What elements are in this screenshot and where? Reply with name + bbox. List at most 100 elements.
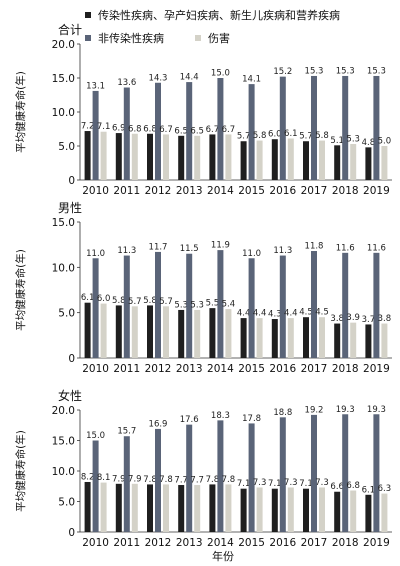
data-label-female-communicable-2018: 6.6 [330, 482, 344, 492]
legend-swatch-communicable [85, 12, 91, 18]
x-tick-label-male-2019: 2019 [363, 363, 390, 375]
x-tick-label-total-2010: 2010 [82, 185, 109, 197]
data-label-total-noncommunicable-2017: 15.3 [305, 66, 324, 76]
legend-swatch-noncommunicable [85, 35, 91, 41]
data-label-male-noncommunicable-2012: 11.7 [149, 242, 168, 252]
data-label-male-communicable-2014: 5.5 [206, 299, 220, 309]
bar-total-communicable-2012 [147, 133, 153, 180]
data-label-female-communicable-2014: 7.8 [206, 475, 220, 485]
bar-female-communicable-2015 [240, 488, 247, 532]
data-label-male-noncommunicable-2019: 11.6 [367, 243, 386, 253]
data-label-total-noncommunicable-2010: 13.1 [86, 81, 105, 91]
data-label-total-noncommunicable-2015: 14.1 [242, 75, 261, 85]
data-label-male-injury-2016: 4.4 [284, 309, 298, 319]
data-label-male-noncommunicable-2011: 11.3 [117, 246, 136, 256]
bar-female-communicable-2016 [271, 488, 278, 532]
data-label-male-injury-2019: 3.8 [378, 314, 392, 324]
data-label-female-communicable-2012: 7.8 [143, 475, 157, 485]
data-label-male-communicable-2011: 5.8 [112, 296, 126, 306]
x-tick-label-female-2012: 2012 [145, 537, 172, 549]
bar-female-communicable-2018 [334, 491, 341, 532]
bar-female-injury-2013 [194, 485, 201, 532]
y-tick-label-female-3: 15.0 [52, 436, 75, 448]
bar-total-injury-2017 [319, 140, 325, 180]
y-tick-label-male-1: 5.0 [58, 308, 75, 320]
y-tick-label-total-2: 10.0 [52, 107, 75, 119]
bar-female-noncommunicable-2013 [186, 424, 193, 532]
bar-total-injury-2012 [163, 134, 169, 180]
bar-female-noncommunicable-2015 [248, 423, 255, 532]
data-label-female-noncommunicable-2011: 15.7 [117, 427, 136, 437]
y-axis-label-total: 平均健康寿命(年) [14, 71, 27, 153]
data-label-female-noncommunicable-2014: 18.3 [211, 411, 230, 421]
data-label-female-injury-2019: 6.3 [378, 484, 392, 494]
legend-label-injury: 伤害 [208, 31, 230, 45]
bar-male-communicable-2015 [240, 318, 247, 358]
data-label-male-communicable-2018: 3.8 [330, 314, 344, 324]
data-label-male-communicable-2012: 5.8 [143, 296, 157, 306]
bar-female-injury-2018 [350, 490, 357, 532]
x-tick-label-male-2018: 2018 [332, 363, 359, 375]
data-label-total-communicable-2017: 5.7 [299, 132, 313, 142]
bar-total-injury-2014 [225, 134, 232, 180]
data-label-female-noncommunicable-2017: 19.2 [305, 405, 324, 415]
panel-title-female: 女性 [58, 388, 82, 403]
data-label-total-noncommunicable-2016: 15.2 [273, 67, 292, 77]
data-label-male-injury-2010: 6.0 [97, 294, 111, 304]
data-label-female-communicable-2011: 7.9 [112, 474, 126, 484]
bar-male-injury-2011 [131, 306, 138, 358]
y-tick-label-female-4: 20.0 [52, 405, 75, 417]
x-tick-label-male-2015: 2015 [238, 363, 265, 375]
data-label-female-communicable-2016: 7.1 [268, 479, 282, 489]
data-label-male-injury-2011: 5.7 [128, 297, 142, 307]
data-label-male-communicable-2019: 3.7 [362, 315, 376, 325]
bar-male-injury-2013 [194, 309, 201, 358]
data-label-female-injury-2013: 7.7 [190, 476, 204, 486]
bar-male-communicable-2010 [84, 302, 91, 358]
bar-male-noncommunicable-2016 [279, 255, 286, 358]
bar-female-injury-2017 [319, 487, 325, 532]
legend-label-communicable: 传染性疾病、孕产妇疾病、新生儿疾病和营养疾病 [98, 8, 340, 22]
bar-male-communicable-2013 [178, 309, 185, 358]
bar-male-injury-2014 [225, 309, 232, 358]
data-label-male-noncommunicable-2015: 11.0 [242, 249, 261, 259]
bar-male-injury-2012 [163, 306, 169, 358]
data-label-total-injury-2015: 5.8 [253, 131, 267, 141]
x-tick-label-female-2017: 2017 [301, 537, 328, 549]
y-tick-label-total-1: 5.0 [58, 141, 75, 153]
bar-male-noncommunicable-2013 [186, 253, 193, 358]
bar-female-communicable-2019 [365, 494, 372, 532]
x-tick-label-male-2012: 2012 [145, 363, 172, 375]
x-tick-label-male-2016: 2016 [269, 363, 296, 375]
data-label-male-communicable-2017: 4.5 [299, 308, 313, 318]
bar-total-noncommunicable-2016 [279, 76, 286, 180]
bar-total-communicable-2010 [84, 131, 91, 180]
bar-male-injury-2010 [100, 303, 107, 358]
data-label-male-communicable-2013: 5.3 [174, 300, 188, 310]
data-label-total-noncommunicable-2018: 15.3 [336, 66, 355, 76]
data-label-total-noncommunicable-2011: 13.6 [117, 78, 136, 88]
y-tick-label-total-3: 15.0 [52, 73, 75, 85]
x-tick-label-female-2019: 2019 [363, 537, 390, 549]
bar-total-injury-2018 [350, 143, 357, 180]
x-tick-label-total-2018: 2018 [332, 185, 359, 197]
bar-male-communicable-2018 [334, 323, 341, 358]
bar-male-injury-2015 [256, 318, 263, 358]
data-label-total-communicable-2015: 5.7 [237, 132, 251, 142]
data-label-male-injury-2018: 3.9 [346, 313, 360, 323]
bar-total-communicable-2017 [303, 141, 309, 180]
bar-female-injury-2011 [131, 483, 138, 532]
data-label-female-noncommunicable-2018: 19.3 [336, 405, 355, 415]
data-label-male-communicable-2010: 6.1 [81, 293, 95, 303]
bar-total-noncommunicable-2019 [373, 75, 380, 180]
bar-female-injury-2012 [163, 484, 169, 532]
data-label-female-communicable-2010: 8.2 [81, 472, 95, 482]
data-label-total-injury-2011: 6.8 [128, 124, 142, 134]
x-tick-label-female-2011: 2011 [113, 537, 140, 549]
data-label-female-noncommunicable-2010: 15.0 [86, 431, 105, 441]
x-tick-label-total-2011: 2011 [113, 185, 140, 197]
